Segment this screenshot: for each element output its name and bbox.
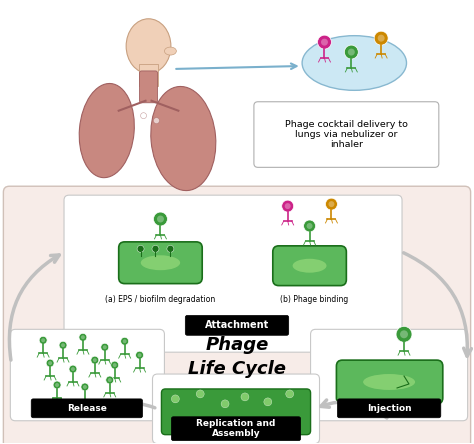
Circle shape <box>321 39 328 46</box>
Circle shape <box>307 223 312 229</box>
Text: Phage cocktail delivery to
lungs via nebulizer or
inhaler: Phage cocktail delivery to lungs via neb… <box>285 119 408 150</box>
Circle shape <box>39 336 47 344</box>
Circle shape <box>53 381 61 389</box>
Circle shape <box>304 220 316 232</box>
FancyArrowPatch shape <box>403 253 472 356</box>
Circle shape <box>61 343 65 347</box>
Circle shape <box>152 246 159 252</box>
FancyBboxPatch shape <box>162 389 310 435</box>
Circle shape <box>46 359 54 367</box>
Circle shape <box>196 390 204 398</box>
Circle shape <box>345 45 358 59</box>
Text: (a) EPS / biofilm degradation: (a) EPS / biofilm degradation <box>105 294 216 304</box>
Circle shape <box>81 335 85 339</box>
Circle shape <box>121 337 128 345</box>
Circle shape <box>241 393 249 401</box>
Circle shape <box>167 246 174 252</box>
FancyBboxPatch shape <box>138 64 158 86</box>
FancyBboxPatch shape <box>254 102 439 167</box>
Circle shape <box>154 118 159 123</box>
Circle shape <box>108 378 112 382</box>
Circle shape <box>79 333 87 341</box>
Circle shape <box>172 395 179 403</box>
Circle shape <box>55 383 59 387</box>
Text: Release: Release <box>67 404 107 413</box>
Circle shape <box>113 363 117 367</box>
Circle shape <box>71 367 75 371</box>
FancyBboxPatch shape <box>185 315 289 335</box>
Circle shape <box>59 341 67 349</box>
FancyBboxPatch shape <box>172 417 301 440</box>
Circle shape <box>41 338 45 342</box>
FancyBboxPatch shape <box>337 360 443 404</box>
Circle shape <box>374 31 388 45</box>
Circle shape <box>123 339 127 343</box>
Ellipse shape <box>292 259 327 273</box>
Circle shape <box>101 343 109 351</box>
Text: Phage
Life Cycle: Phage Life Cycle <box>188 337 286 378</box>
FancyBboxPatch shape <box>273 246 346 285</box>
Ellipse shape <box>126 19 171 73</box>
Ellipse shape <box>164 47 176 55</box>
Ellipse shape <box>151 87 216 190</box>
Circle shape <box>136 351 144 359</box>
FancyBboxPatch shape <box>3 186 471 444</box>
Circle shape <box>396 326 412 342</box>
Circle shape <box>157 215 164 222</box>
FancyBboxPatch shape <box>118 242 202 284</box>
FancyBboxPatch shape <box>153 374 319 444</box>
Circle shape <box>348 48 355 56</box>
Ellipse shape <box>79 83 134 178</box>
Circle shape <box>93 358 97 362</box>
FancyBboxPatch shape <box>310 329 468 421</box>
Circle shape <box>264 398 272 406</box>
Circle shape <box>137 246 144 252</box>
Circle shape <box>48 361 52 365</box>
Circle shape <box>69 365 77 373</box>
Circle shape <box>141 113 146 119</box>
Circle shape <box>282 200 294 212</box>
Circle shape <box>91 356 99 364</box>
Circle shape <box>328 201 335 207</box>
Circle shape <box>111 361 118 369</box>
FancyBboxPatch shape <box>139 71 157 103</box>
FancyBboxPatch shape <box>64 195 402 352</box>
Circle shape <box>285 203 291 209</box>
Circle shape <box>286 390 294 398</box>
FancyBboxPatch shape <box>337 399 441 418</box>
Circle shape <box>221 400 229 408</box>
Circle shape <box>318 35 331 49</box>
FancyArrowPatch shape <box>321 400 387 418</box>
Circle shape <box>83 385 87 389</box>
FancyArrowPatch shape <box>9 255 59 360</box>
FancyBboxPatch shape <box>10 329 164 421</box>
Circle shape <box>326 198 337 210</box>
Circle shape <box>81 383 89 391</box>
Circle shape <box>137 353 142 357</box>
FancyArrowPatch shape <box>92 403 155 416</box>
Text: Injection: Injection <box>367 404 411 413</box>
Text: (b) Phage binding: (b) Phage binding <box>281 294 349 304</box>
Ellipse shape <box>363 374 415 390</box>
Text: Replication and
Assembly: Replication and Assembly <box>196 419 276 438</box>
Circle shape <box>154 212 167 226</box>
Circle shape <box>378 35 384 42</box>
Circle shape <box>103 345 107 349</box>
Ellipse shape <box>141 255 180 270</box>
FancyBboxPatch shape <box>31 399 143 418</box>
Circle shape <box>400 330 408 338</box>
Circle shape <box>106 376 114 384</box>
Ellipse shape <box>302 36 407 90</box>
Text: Attachment: Attachment <box>205 321 269 330</box>
